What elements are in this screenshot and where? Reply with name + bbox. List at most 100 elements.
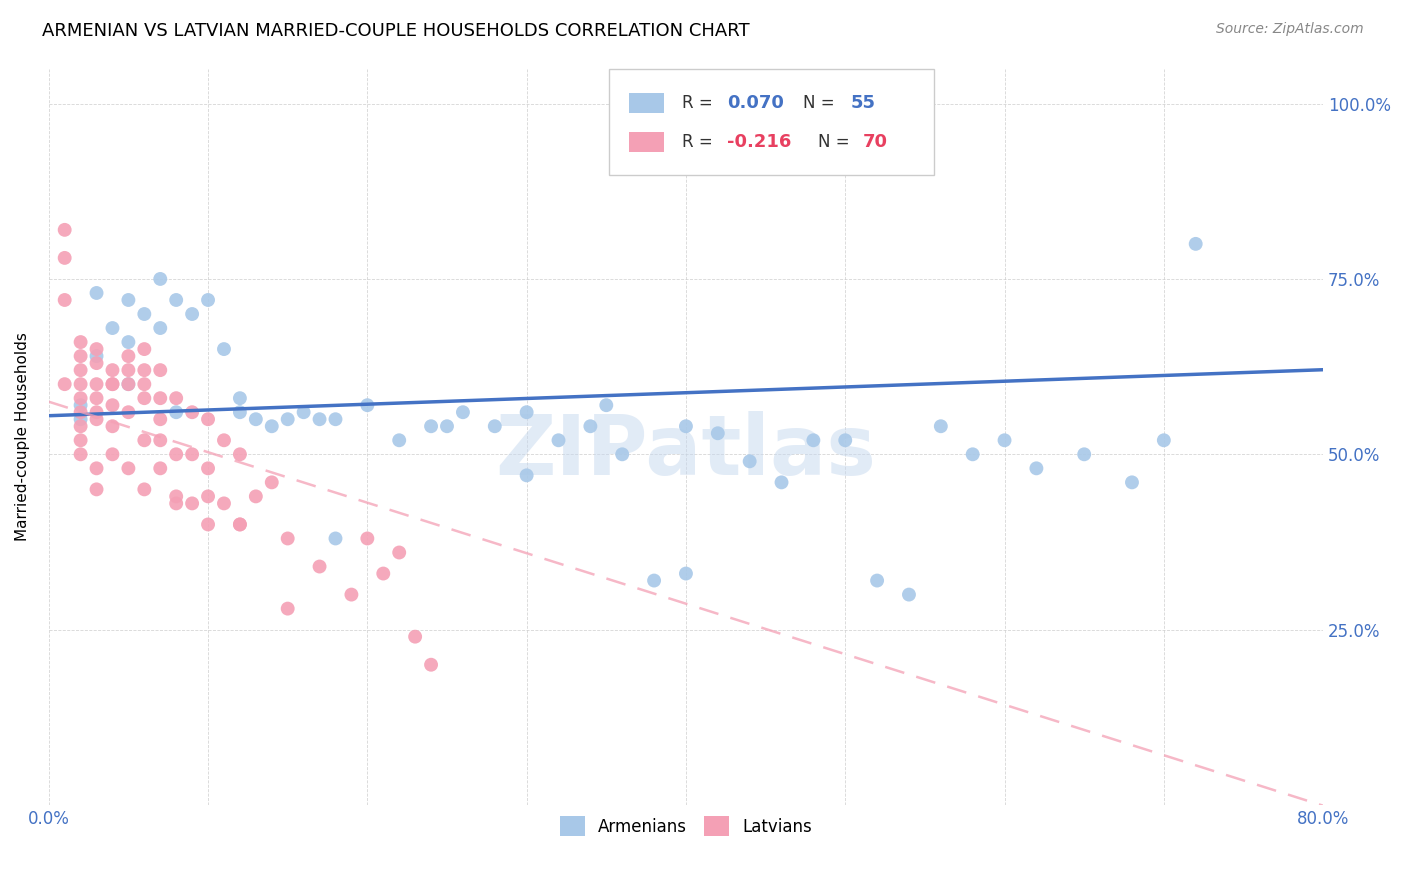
- Point: [86, 483, 108, 497]
- Point: [86, 349, 108, 363]
- Point: [117, 377, 139, 392]
- Point: [516, 468, 538, 483]
- Point: [388, 545, 411, 559]
- Point: [245, 489, 267, 503]
- Point: [69, 398, 91, 412]
- Point: [101, 377, 124, 392]
- Point: [516, 405, 538, 419]
- Point: [165, 489, 187, 503]
- Point: [308, 412, 330, 426]
- Point: [547, 434, 569, 448]
- Point: [197, 293, 219, 307]
- Text: R =: R =: [682, 95, 718, 112]
- Point: [356, 398, 378, 412]
- Text: N =: N =: [803, 95, 839, 112]
- Point: [866, 574, 889, 588]
- Point: [149, 434, 172, 448]
- Point: [165, 293, 187, 307]
- Point: [325, 412, 347, 426]
- Point: [1073, 447, 1095, 461]
- Point: [579, 419, 602, 434]
- Point: [149, 321, 172, 335]
- Point: [897, 588, 920, 602]
- Point: [134, 483, 156, 497]
- Point: [86, 356, 108, 370]
- Point: [86, 412, 108, 426]
- Point: [197, 412, 219, 426]
- Point: [117, 377, 139, 392]
- Point: [117, 349, 139, 363]
- Point: [373, 566, 395, 581]
- Point: [929, 419, 952, 434]
- Point: [69, 377, 91, 392]
- Point: [834, 434, 856, 448]
- Point: [197, 461, 219, 475]
- Point: [86, 461, 108, 475]
- Point: [229, 517, 252, 532]
- Point: [612, 447, 634, 461]
- Point: [181, 405, 204, 419]
- Point: [86, 405, 108, 419]
- Point: [993, 434, 1015, 448]
- Point: [1025, 461, 1047, 475]
- Legend: Armenians, Latvians: Armenians, Latvians: [551, 807, 820, 845]
- Point: [436, 419, 458, 434]
- Point: [675, 566, 697, 581]
- Point: [69, 447, 91, 461]
- Point: [53, 377, 76, 392]
- Point: [134, 391, 156, 405]
- Point: [229, 391, 252, 405]
- Point: [101, 447, 124, 461]
- Point: [101, 398, 124, 412]
- Point: [325, 532, 347, 546]
- Point: [212, 342, 235, 356]
- Text: 55: 55: [851, 95, 876, 112]
- Point: [69, 412, 91, 426]
- Point: [707, 426, 730, 441]
- Point: [420, 419, 443, 434]
- Point: [962, 447, 984, 461]
- Point: [197, 489, 219, 503]
- Point: [86, 377, 108, 392]
- Point: [229, 447, 252, 461]
- Point: [292, 405, 315, 419]
- Point: [69, 434, 91, 448]
- Point: [212, 434, 235, 448]
- Point: [69, 419, 91, 434]
- Point: [277, 601, 299, 615]
- Point: [229, 405, 252, 419]
- Point: [245, 412, 267, 426]
- Point: [117, 405, 139, 419]
- Point: [340, 588, 363, 602]
- Point: [803, 434, 825, 448]
- Point: [69, 391, 91, 405]
- Point: [197, 517, 219, 532]
- Point: [101, 377, 124, 392]
- Point: [117, 363, 139, 377]
- Point: [181, 307, 204, 321]
- Point: [149, 412, 172, 426]
- Point: [738, 454, 761, 468]
- Point: [86, 285, 108, 300]
- Point: [149, 461, 172, 475]
- Text: 0.070: 0.070: [727, 95, 783, 112]
- Point: [165, 496, 187, 510]
- Point: [69, 363, 91, 377]
- Point: [117, 334, 139, 349]
- Point: [212, 496, 235, 510]
- Point: [770, 475, 793, 490]
- Point: [53, 293, 76, 307]
- Point: [595, 398, 617, 412]
- Point: [134, 342, 156, 356]
- Text: ARMENIAN VS LATVIAN MARRIED-COUPLE HOUSEHOLDS CORRELATION CHART: ARMENIAN VS LATVIAN MARRIED-COUPLE HOUSE…: [42, 22, 749, 40]
- Point: [451, 405, 474, 419]
- Text: -0.216: -0.216: [727, 133, 792, 151]
- Point: [134, 434, 156, 448]
- Point: [69, 349, 91, 363]
- Y-axis label: Married-couple Households: Married-couple Households: [15, 333, 30, 541]
- Text: 70: 70: [863, 133, 889, 151]
- Point: [117, 461, 139, 475]
- Point: [69, 334, 91, 349]
- Point: [86, 342, 108, 356]
- FancyBboxPatch shape: [609, 69, 935, 176]
